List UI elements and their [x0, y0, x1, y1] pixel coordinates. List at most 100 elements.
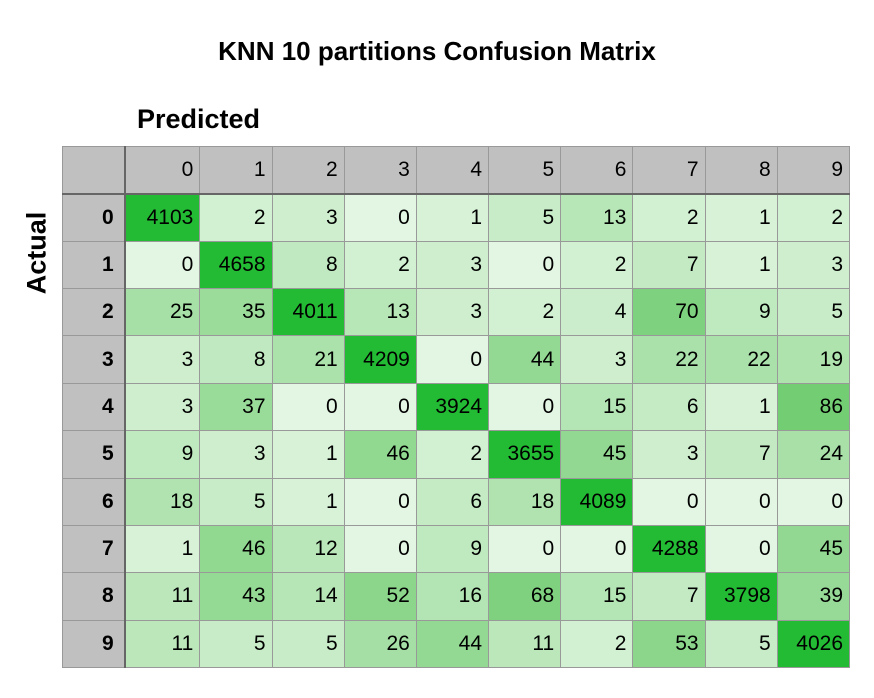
- row-header-9: 9: [61, 619, 126, 669]
- matrix-cell-4-2: 0: [271, 382, 345, 432]
- matrix-cell-8-7: 7: [632, 572, 706, 621]
- matrix-cell-7-6: 0: [560, 524, 634, 574]
- matrix-cell-5-4: 2: [415, 430, 490, 479]
- column-header-4: 4: [415, 145, 490, 195]
- matrix-cell-1-3: 2: [343, 240, 417, 290]
- matrix-cell-5-8: 7: [704, 430, 778, 479]
- matrix-cell-3-8: 22: [704, 335, 778, 384]
- matrix-cell-8-0: 11: [123, 572, 201, 621]
- matrix-cell-2-6: 4: [560, 288, 634, 337]
- matrix-cell-7-2: 12: [271, 524, 345, 574]
- row-header-8: 8: [61, 572, 126, 621]
- matrix-cell-4-6: 15: [560, 382, 634, 432]
- matrix-row: 7 1 46 12 0 9 0 0 4288 0 45: [61, 524, 851, 574]
- matrix-cell-2-8: 9: [704, 288, 778, 337]
- matrix-cell-9-8: 5: [704, 619, 778, 669]
- matrix-cell-2-3: 13: [343, 288, 417, 337]
- matrix-cell-0-6: 13: [560, 193, 634, 242]
- row-header-5: 5: [61, 430, 126, 479]
- matrix-cell-6-6: 4089: [560, 477, 634, 526]
- matrix-cell-3-1: 8: [199, 335, 273, 384]
- matrix-cell-2-4: 3: [415, 288, 490, 337]
- matrix-row: 3 3 8 21 4209 0 44 3 22 22 19: [61, 335, 851, 384]
- row-header-0: 0: [61, 193, 126, 242]
- matrix-cell-0-2: 3: [271, 193, 345, 242]
- matrix-cell-0-4: 1: [415, 193, 490, 242]
- matrix-row: 0 4103 2 3 0 1 5 13 2 1 2: [61, 193, 851, 242]
- matrix-cell-6-3: 0: [343, 477, 417, 526]
- matrix-cell-1-9: 3: [776, 240, 851, 290]
- matrix-cell-0-7: 2: [632, 193, 706, 242]
- matrix-cell-1-8: 1: [704, 240, 778, 290]
- matrix-cell-8-6: 15: [560, 572, 634, 621]
- row-header-1: 1: [61, 240, 126, 290]
- column-header-2: 2: [271, 145, 345, 195]
- matrix-cell-8-9: 39: [776, 572, 851, 621]
- matrix-cell-4-0: 3: [123, 382, 201, 432]
- matrix-cell-0-0: 4103: [123, 193, 201, 242]
- matrix-cell-6-0: 18: [123, 477, 201, 526]
- column-header-9: 9: [776, 145, 851, 195]
- matrix-cell-8-4: 16: [415, 572, 490, 621]
- matrix-cell-4-9: 86: [776, 382, 851, 432]
- matrix-cell-8-5: 68: [488, 572, 562, 621]
- matrix-cell-0-3: 0: [343, 193, 417, 242]
- matrix-cell-9-6: 2: [560, 619, 634, 669]
- confusion-matrix: 0 1 2 3 4 5 6 7 8 9 0 4103 2 3 0 1 5 13 2 1 2 1 0 4658 8 2 3 0 2 7 1 3 2…: [61, 145, 851, 669]
- matrix-row: 5 9 3 1 46 2 3655 45 3 7 24: [61, 430, 851, 479]
- row-header-2: 2: [61, 288, 126, 337]
- matrix-cell-0-1: 2: [199, 193, 273, 242]
- y-axis-label: Actual: [21, 211, 52, 295]
- matrix-cell-1-2: 8: [271, 240, 345, 290]
- matrix-cell-7-8: 0: [704, 524, 778, 574]
- matrix-cell-6-8: 0: [704, 477, 778, 526]
- matrix-cell-3-9: 19: [776, 335, 851, 384]
- chart-title: KNN 10 partitions Confusion Matrix: [218, 36, 656, 66]
- matrix-cell-5-9: 24: [776, 430, 851, 479]
- matrix-cell-6-9: 0: [776, 477, 851, 526]
- row-header-6: 6: [61, 477, 126, 526]
- matrix-cell-9-5: 11: [488, 619, 562, 669]
- matrix-cell-9-2: 5: [271, 619, 345, 669]
- matrix-cell-7-5: 0: [488, 524, 562, 574]
- matrix-cell-6-5: 18: [488, 477, 562, 526]
- matrix-cell-6-1: 5: [199, 477, 273, 526]
- matrix-cell-3-7: 22: [632, 335, 706, 384]
- matrix-cell-1-4: 3: [415, 240, 490, 290]
- column-header-8: 8: [704, 145, 778, 195]
- matrix-cell-2-7: 70: [632, 288, 706, 337]
- matrix-cell-6-2: 1: [271, 477, 345, 526]
- matrix-cell-4-5: 0: [488, 382, 562, 432]
- matrix-cell-2-2: 4011: [271, 288, 345, 337]
- matrix-cell-1-1: 4658: [199, 240, 273, 290]
- column-header-5: 5: [488, 145, 562, 195]
- matrix-cell-5-3: 46: [343, 430, 417, 479]
- matrix-cell-8-2: 14: [271, 572, 345, 621]
- matrix-cell-6-7: 0: [632, 477, 706, 526]
- matrix-cell-5-6: 45: [560, 430, 634, 479]
- matrix-cell-4-8: 1: [704, 382, 778, 432]
- matrix-cell-3-5: 44: [488, 335, 562, 384]
- column-header-0: 0: [123, 145, 201, 195]
- matrix-cell-3-6: 3: [560, 335, 634, 384]
- matrix-row: 6 18 5 1 0 6 18 4089 0 0 0: [61, 477, 851, 526]
- matrix-row: 1 0 4658 8 2 3 0 2 7 1 3: [61, 240, 851, 290]
- matrix-cell-2-0: 25: [123, 288, 201, 337]
- matrix-row: 4 3 37 0 0 3924 0 15 6 1 86: [61, 382, 851, 432]
- matrix-cell-8-8: 3798: [704, 572, 778, 621]
- matrix-cell-7-3: 0: [343, 524, 417, 574]
- matrix-cell-1-7: 7: [632, 240, 706, 290]
- matrix-cell-9-4: 44: [415, 619, 490, 669]
- column-header-7: 7: [632, 145, 706, 195]
- matrix-cell-8-3: 52: [343, 572, 417, 621]
- matrix-cell-5-0: 9: [123, 430, 201, 479]
- matrix-cell-4-7: 6: [632, 382, 706, 432]
- row-header-4: 4: [61, 382, 126, 432]
- matrix-cell-2-9: 5: [776, 288, 851, 337]
- matrix-cell-9-3: 26: [343, 619, 417, 669]
- column-header-1: 1: [199, 145, 273, 195]
- column-header-6: 6: [560, 145, 634, 195]
- matrix-cell-7-1: 46: [199, 524, 273, 574]
- matrix-cell-8-1: 43: [199, 572, 273, 621]
- matrix-row: 2 25 35 4011 13 3 2 4 70 9 5: [61, 288, 851, 337]
